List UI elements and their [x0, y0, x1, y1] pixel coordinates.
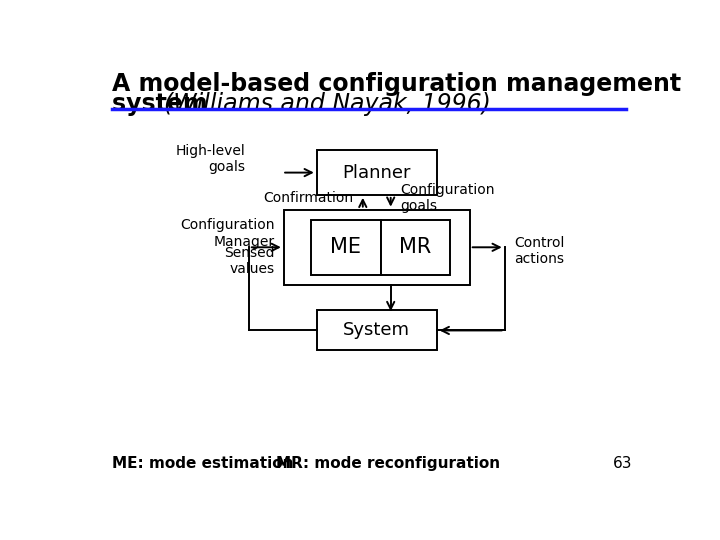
- Text: (Williams and Nayak, 1996): (Williams and Nayak, 1996): [164, 92, 491, 116]
- Text: MR: MR: [400, 237, 431, 257]
- Text: Confirmation: Confirmation: [264, 191, 354, 205]
- Bar: [317, 150, 437, 195]
- Text: System: System: [343, 321, 410, 340]
- Text: Sensed
values: Sensed values: [224, 246, 274, 276]
- Text: Control
actions: Control actions: [514, 236, 564, 266]
- Bar: [311, 220, 381, 275]
- Bar: [284, 210, 469, 285]
- Text: A model-based configuration management: A model-based configuration management: [112, 72, 681, 97]
- Bar: [381, 220, 451, 275]
- Text: MR: mode reconfiguration: MR: mode reconfiguration: [276, 456, 500, 471]
- Bar: [317, 310, 437, 350]
- Text: Planner: Planner: [343, 164, 411, 181]
- Text: system: system: [112, 92, 215, 116]
- Text: Configuration
goals: Configuration goals: [400, 183, 495, 213]
- Text: Configuration
Manager: Configuration Manager: [180, 218, 274, 248]
- Text: High-level
goals: High-level goals: [175, 144, 245, 174]
- Text: ME: mode estimation: ME: mode estimation: [112, 456, 293, 471]
- Text: ME: ME: [330, 237, 361, 257]
- Text: 63: 63: [613, 456, 632, 471]
